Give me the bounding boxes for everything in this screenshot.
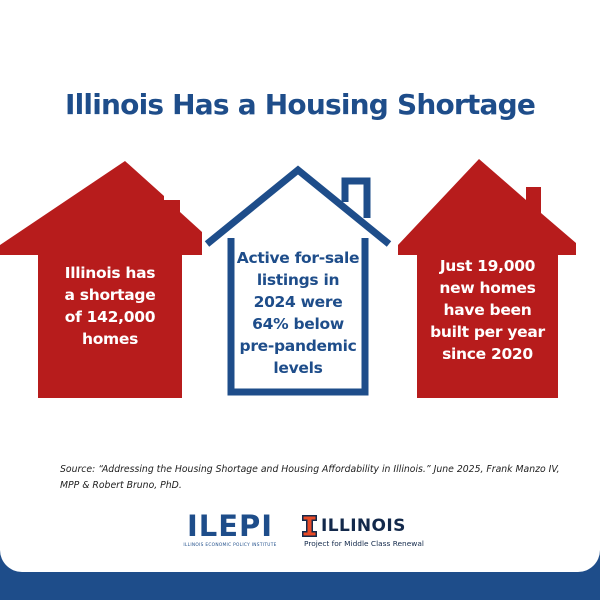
ilepi-logo-subtitle: ILLINOIS ECONOMIC POLICY INSTITUTE xyxy=(183,543,277,548)
house-right-line: since 2020 xyxy=(442,345,533,363)
illinois-logo-subtitle: Project for Middle Class Renewal xyxy=(304,539,424,548)
house-right-shape xyxy=(398,159,576,398)
house-left-line: Illinois has xyxy=(64,264,156,282)
house-right-line: built per year xyxy=(430,323,545,341)
house-right-line: Just 19,000 xyxy=(439,257,536,275)
house-middle-line: 64% below xyxy=(252,315,344,333)
house-left-line: of 142,000 xyxy=(64,308,156,326)
house-middle-text: Active for-sale listings in 2024 were 64… xyxy=(231,247,365,379)
source-label: Source: xyxy=(60,464,99,475)
house-left-text: Illinois has a shortage of 142,000 homes xyxy=(38,262,182,350)
house-middle-shape xyxy=(204,165,392,247)
ilepi-logo-word: ILEPI xyxy=(186,509,274,543)
house-right-line: have been xyxy=(443,301,532,319)
house-middle-line: Active for-sale xyxy=(236,249,360,267)
block-i-icon xyxy=(302,515,317,537)
house-middle-line: levels xyxy=(273,359,323,377)
house-middle-walls xyxy=(227,238,369,396)
source-citation: Source: “Addressing the Housing Shortage… xyxy=(60,462,560,494)
illinois-logo-word: ILLINOIS xyxy=(321,516,406,536)
house-middle-line: 2024 were xyxy=(253,293,343,311)
page-title: Illinois Has a Housing Shortage xyxy=(64,88,536,121)
house-left-line: homes xyxy=(81,330,139,348)
house-middle-line: listings in xyxy=(256,271,340,289)
house-right-line: new homes xyxy=(439,279,536,297)
house-right-text: Just 19,000 new homes have been built pe… xyxy=(417,255,558,365)
house-middle-chimney xyxy=(341,177,371,218)
house-middle-line: pre-pandemic xyxy=(239,337,357,355)
house-left-shape xyxy=(0,161,202,398)
ilepi-logo: ILEPI ILLINOIS ECONOMIC POLICY INSTITUTE xyxy=(175,510,285,548)
source-text: “Addressing the Housing Shortage and Hou… xyxy=(60,464,560,491)
house-left-line: a shortage xyxy=(64,286,156,304)
